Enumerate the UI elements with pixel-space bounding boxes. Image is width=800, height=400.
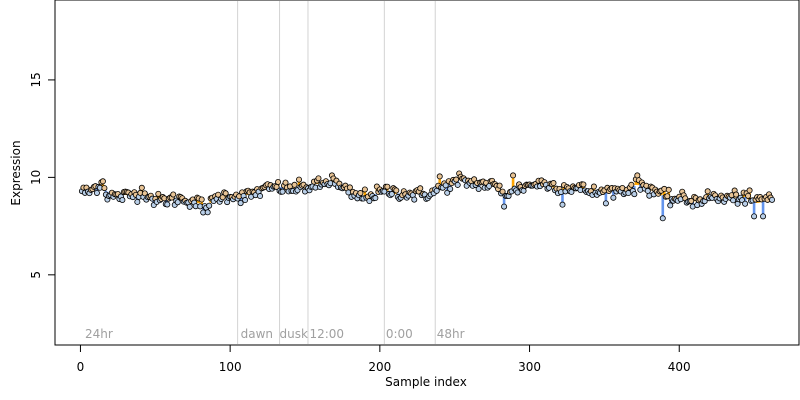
- data-point: [733, 191, 740, 198]
- data-point: [510, 172, 517, 179]
- plot-frame: [54, 0, 800, 346]
- data-point: [514, 189, 521, 196]
- y-axis: 5 10 15: [29, 72, 56, 279]
- data-point: [745, 192, 752, 199]
- data-point: [411, 196, 418, 203]
- data-point: [751, 213, 758, 220]
- data-point: [93, 189, 100, 196]
- annotations-group: 24hr dawn dusk 12:00 0:00 48hr: [85, 327, 465, 341]
- annotation-label: dawn: [241, 327, 273, 341]
- data-point: [164, 201, 171, 208]
- data-point: [101, 185, 108, 192]
- data-point: [134, 198, 141, 205]
- y-axis-label: Expression: [9, 140, 23, 205]
- data-point: [667, 202, 674, 209]
- data-point: [275, 178, 282, 185]
- data-point: [664, 193, 671, 200]
- points-group: [78, 170, 776, 222]
- data-point: [282, 179, 289, 186]
- data-point: [730, 197, 737, 204]
- data-point: [279, 188, 286, 195]
- data-point: [590, 183, 597, 190]
- data-point: [704, 188, 711, 195]
- data-point: [496, 182, 503, 189]
- x-axis: 0 100 200 300 400: [77, 344, 691, 374]
- data-point: [433, 187, 440, 194]
- data-point: [568, 188, 575, 195]
- data-point: [746, 187, 753, 194]
- data-point: [204, 209, 211, 216]
- vlines-group: [237, 1, 436, 344]
- y-tick-label: 10: [29, 170, 43, 185]
- data-point: [453, 176, 460, 183]
- data-point: [769, 196, 776, 203]
- data-point: [628, 181, 635, 188]
- data-point: [99, 178, 106, 185]
- data-point: [155, 190, 162, 197]
- data-point: [417, 185, 424, 192]
- data-point: [257, 193, 264, 200]
- data-point: [119, 197, 126, 204]
- data-point: [501, 203, 508, 210]
- x-tick-label: 300: [518, 360, 541, 374]
- data-point: [346, 184, 353, 191]
- y-tick-label: 5: [29, 271, 43, 279]
- y-tick-label: 15: [29, 72, 43, 87]
- data-point: [388, 191, 395, 198]
- x-tick-label: 200: [368, 360, 391, 374]
- data-point: [447, 185, 454, 192]
- x-tick-label: 400: [668, 360, 691, 374]
- data-point: [384, 183, 391, 190]
- x-tick-label: 100: [219, 360, 242, 374]
- annotation-label: 0:00: [386, 327, 413, 341]
- data-point: [296, 176, 303, 183]
- data-point: [361, 186, 368, 193]
- data-point: [170, 191, 177, 198]
- data-point: [138, 184, 145, 191]
- data-point: [742, 200, 749, 207]
- data-point: [444, 189, 451, 196]
- data-point: [366, 198, 373, 205]
- data-point: [372, 195, 379, 202]
- annotation-label: 48hr: [437, 327, 465, 341]
- annotation-label: 24hr: [85, 327, 113, 341]
- data-point: [631, 191, 638, 198]
- x-axis-label: Sample index: [385, 375, 467, 389]
- data-point: [222, 190, 229, 197]
- data-point: [186, 203, 193, 210]
- data-point: [610, 194, 617, 201]
- data-point: [198, 196, 205, 203]
- data-point: [215, 191, 222, 198]
- data-point: [688, 197, 695, 204]
- data-point: [665, 186, 672, 193]
- data-point: [454, 181, 461, 188]
- data-point: [291, 181, 298, 188]
- data-point: [174, 199, 181, 206]
- annotation-label: 12:00: [309, 327, 344, 341]
- data-point: [550, 180, 557, 187]
- data-point: [357, 190, 364, 197]
- data-point: [141, 190, 148, 197]
- data-point: [237, 200, 244, 207]
- data-point: [315, 175, 322, 182]
- data-point: [436, 173, 443, 180]
- data-point: [475, 186, 482, 193]
- x-tick-label: 0: [77, 360, 85, 374]
- data-point: [442, 182, 449, 189]
- annotation-label: dusk: [280, 327, 308, 341]
- data-point: [206, 202, 213, 209]
- data-point: [499, 188, 506, 195]
- data-point: [659, 215, 666, 222]
- data-point: [559, 201, 566, 208]
- data-point: [393, 187, 400, 194]
- data-point: [242, 197, 249, 204]
- data-point: [602, 200, 609, 207]
- data-point: [760, 213, 767, 220]
- data-point: [520, 187, 527, 194]
- data-point: [580, 181, 587, 188]
